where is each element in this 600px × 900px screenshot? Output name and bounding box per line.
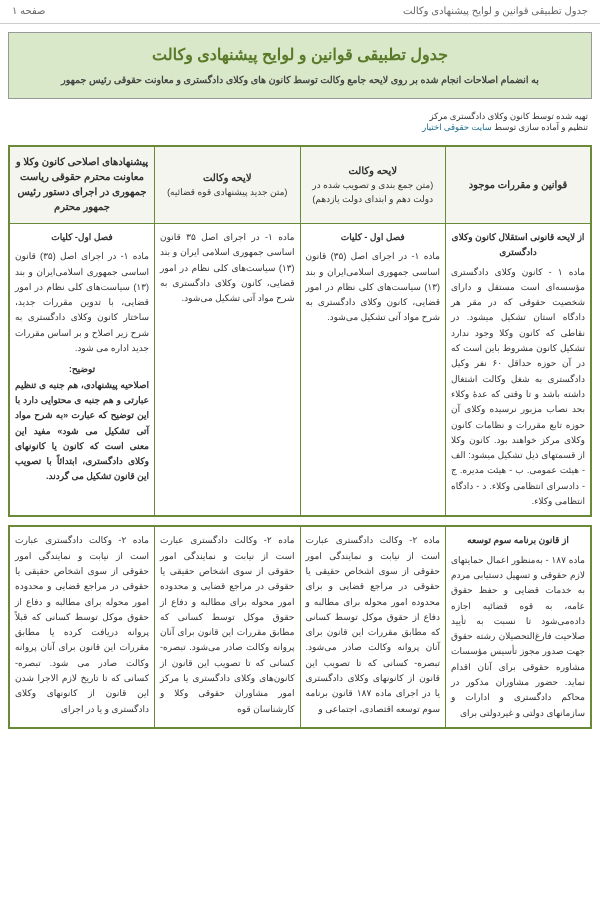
subtitle: به انضمام اصلاحات انجام شده بر روی لایحه… — [19, 75, 581, 86]
cell-r2c1: از قانون برنامه سوم توسعه ماده ۱۸۷ - به‌… — [446, 526, 592, 728]
col-header-2: لایحه وکالت (متن جمع بندی و تصویب شده در… — [300, 146, 446, 224]
cell-r2c4: ماده ۲- وکالت دادگستری عبارت است از نیاب… — [9, 526, 155, 728]
title-box: جدول تطبیقی قوانین و لوایح پیشنهادی وکال… — [8, 32, 592, 99]
page-number: صفحه ۱ — [12, 6, 46, 17]
cell-r2c3: ماده ۲- وکالت دادگستری عبارت است از نیاب… — [155, 526, 301, 728]
cell-r2c2: ماده ۲- وکالت دادگستری عبارت است از نیاب… — [300, 526, 446, 728]
cell-r1c1: از لایحه قانونی استقلال کانون وکلای دادگ… — [446, 224, 592, 517]
credits: تهیه شده توسط کانون وکلای دادگستری مرکز … — [0, 107, 600, 141]
table-header-row: قوانین و مقررات موجود لایحه وکالت (متن ج… — [9, 146, 591, 224]
credit-line-1: تهیه شده توسط کانون وکلای دادگستری مرکز — [12, 111, 588, 122]
cell-r1c2: فصل اول - کلیات ماده ۱- در اجرای اصل (۳۵… — [300, 224, 446, 517]
col-header-4: پیشنهادهای اصلاحی کانون وکلا و معاونت مح… — [9, 146, 155, 224]
cell-r1c4: فصل اول- کلیات ماده ۱- در اجرای اصل (۳۵)… — [9, 224, 155, 517]
col-header-1: قوانین و مقررات موجود — [446, 146, 592, 224]
doc-title-small: جدول تطبیقی قوانین و لوایح پیشنهادی وکال… — [403, 6, 588, 17]
comparison-table-2: از قانون برنامه سوم توسعه ماده ۱۸۷ - به‌… — [8, 525, 592, 729]
table-row: از قانون برنامه سوم توسعه ماده ۱۸۷ - به‌… — [9, 526, 591, 728]
page-header: جدول تطبیقی قوانین و لوایح پیشنهادی وکال… — [0, 0, 600, 24]
table-row: از لایحه قانونی استقلال کانون وکلای دادگ… — [9, 224, 591, 517]
cell-r1c3: ماده ۱- در اجرای اصل ۳۵ قانون اساسی جمهو… — [155, 224, 301, 517]
main-title: جدول تطبیقی قوانین و لوایح پیشنهادی وکال… — [19, 45, 581, 65]
credit-line-2: تنظیم و آماده سازی توسط سایت حقوقی اختیا… — [12, 122, 588, 133]
credit-link[interactable]: سایت حقوقی اختیار — [422, 122, 492, 132]
comparison-table-1: قوانین و مقررات موجود لایحه وکالت (متن ج… — [8, 145, 592, 517]
col-header-3: لایحه وکالت (متن جدید پیشنهادی قوه قضائی… — [155, 146, 301, 224]
